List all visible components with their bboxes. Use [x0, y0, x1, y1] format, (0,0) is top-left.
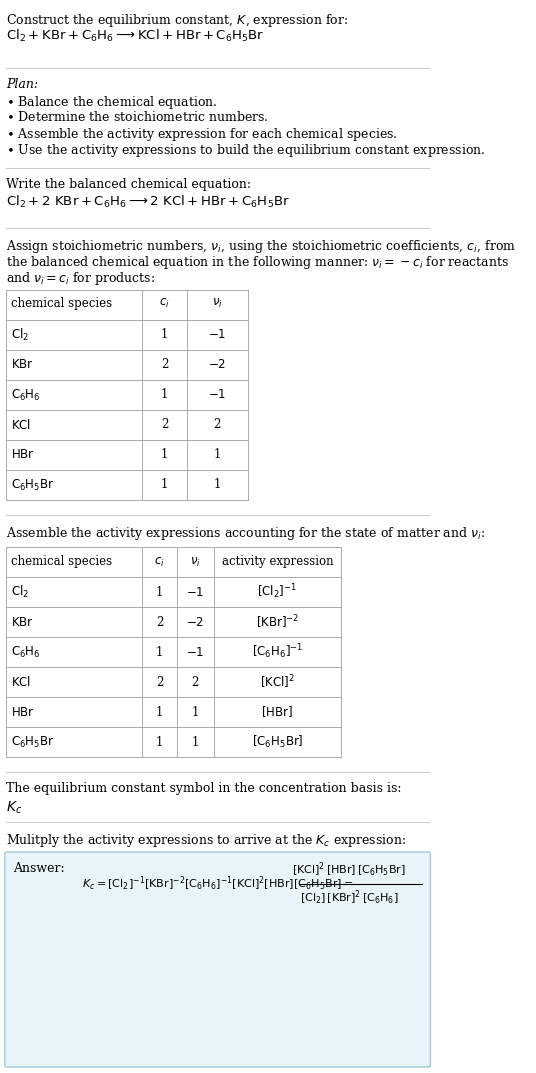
Text: 1: 1	[156, 706, 163, 719]
Text: $\mathrm{Cl_2}$: $\mathrm{Cl_2}$	[11, 327, 28, 343]
Text: $[\mathrm{C_6H_5Br}]$: $[\mathrm{C_6H_5Br}]$	[251, 734, 303, 750]
Text: $c_i$: $c_i$	[154, 556, 165, 569]
Text: $\mathrm{KCl}$: $\mathrm{KCl}$	[11, 675, 31, 689]
Text: $[\mathrm{Cl_2}]^{-1}$: $[\mathrm{Cl_2}]^{-1}$	[257, 583, 297, 601]
Text: activity expression: activity expression	[221, 556, 333, 569]
Text: $-1$: $-1$	[208, 388, 226, 401]
Text: $\mathrm{KBr}$: $\mathrm{KBr}$	[11, 358, 33, 371]
Text: $\mathrm{Cl_2 + KBr + C_6H_6} \longrightarrow \mathrm{KCl + HBr + C_6H_5Br}$: $\mathrm{Cl_2 + KBr + C_6H_6} \longright…	[6, 28, 265, 44]
Text: $\mathrm{C_6H_6}$: $\mathrm{C_6H_6}$	[11, 645, 40, 660]
Text: $[\mathrm{KBr}]^{-2}$: $[\mathrm{KBr}]^{-2}$	[256, 614, 299, 631]
Text: $\nu_i$: $\nu_i$	[190, 556, 200, 569]
Text: $[\mathrm{KCl}]^{2}$: $[\mathrm{KCl}]^{2}$	[260, 673, 295, 691]
Text: $\bullet$ Determine the stoichiometric numbers.: $\bullet$ Determine the stoichiometric n…	[6, 111, 269, 124]
Text: $[\mathrm{C_6H_6}]^{-1}$: $[\mathrm{C_6H_6}]^{-1}$	[252, 643, 303, 661]
Text: 1: 1	[161, 449, 168, 461]
Text: 1: 1	[191, 706, 199, 719]
Text: $\nu_i$: $\nu_i$	[212, 296, 222, 309]
Text: $-2$: $-2$	[208, 358, 226, 371]
Text: $\mathrm{KBr}$: $\mathrm{KBr}$	[11, 616, 33, 629]
Text: $\bullet$ Assemble the activity expression for each chemical species.: $\bullet$ Assemble the activity expressi…	[6, 126, 398, 143]
Text: chemical species: chemical species	[11, 556, 111, 569]
Text: $\mathrm{HBr}$: $\mathrm{HBr}$	[11, 449, 34, 461]
Text: Assign stoichiometric numbers, $\nu_i$, using the stoichiometric coefficients, $: Assign stoichiometric numbers, $\nu_i$, …	[6, 238, 516, 255]
Text: $-2$: $-2$	[186, 616, 204, 629]
Text: $[\mathrm{KCl}]^2\,[\mathrm{HBr}]\,[\mathrm{C_6H_5Br}]$: $[\mathrm{KCl}]^2\,[\mathrm{HBr}]\,[\mat…	[292, 861, 406, 879]
Text: 1: 1	[213, 479, 221, 491]
Text: 2: 2	[161, 418, 168, 431]
Text: $-1$: $-1$	[186, 586, 204, 599]
Text: $[\mathrm{HBr}]$: $[\mathrm{HBr}]$	[262, 705, 293, 720]
Text: the balanced chemical equation in the following manner: $\nu_i = -c_i$ for react: the balanced chemical equation in the fo…	[6, 254, 510, 271]
Text: 2: 2	[156, 676, 163, 689]
Text: 1: 1	[191, 735, 199, 749]
Text: $c_i$: $c_i$	[159, 296, 170, 309]
Text: 1: 1	[213, 449, 221, 461]
Text: $\mathrm{KCl}$: $\mathrm{KCl}$	[11, 418, 31, 432]
Text: $K_c$: $K_c$	[6, 800, 23, 817]
Text: 1: 1	[156, 646, 163, 659]
Text: $\mathrm{HBr}$: $\mathrm{HBr}$	[11, 706, 34, 719]
Text: $\mathrm{C_6H_5Br}$: $\mathrm{C_6H_5Br}$	[11, 477, 54, 493]
Text: $[\mathrm{Cl_2}]\,[\mathrm{KBr}]^2\,[\mathrm{C_6H_6}]$: $[\mathrm{Cl_2}]\,[\mathrm{KBr}]^2\,[\ma…	[300, 888, 399, 907]
FancyBboxPatch shape	[5, 852, 430, 1067]
Text: $\mathrm{Cl_2}$: $\mathrm{Cl_2}$	[11, 584, 28, 600]
Text: Answer:: Answer:	[13, 862, 65, 874]
Text: Assemble the activity expressions accounting for the state of matter and $\nu_i$: Assemble the activity expressions accoun…	[6, 525, 486, 542]
Text: 2: 2	[213, 418, 221, 431]
Text: 1: 1	[161, 388, 168, 401]
Text: 1: 1	[161, 328, 168, 341]
Text: 2: 2	[156, 616, 163, 629]
Text: 2: 2	[161, 358, 168, 371]
Text: Mulitply the activity expressions to arrive at the $K_c$ expression:: Mulitply the activity expressions to arr…	[6, 832, 407, 849]
Text: $-1$: $-1$	[208, 328, 226, 341]
Text: chemical species: chemical species	[11, 296, 111, 309]
Text: 1: 1	[156, 735, 163, 749]
Text: and $\nu_i = c_i$ for products:: and $\nu_i = c_i$ for products:	[6, 270, 155, 286]
Text: $\mathrm{C_6H_6}$: $\mathrm{C_6H_6}$	[11, 387, 40, 402]
Text: The equilibrium constant symbol in the concentration basis is:: The equilibrium constant symbol in the c…	[6, 782, 402, 795]
Text: $-1$: $-1$	[186, 646, 204, 659]
Text: $\mathrm{C_6H_5Br}$: $\mathrm{C_6H_5Br}$	[11, 734, 54, 750]
Text: $\mathrm{Cl_2 + 2\ KBr + C_6H_6} \longrightarrow \mathrm{2\ KCl + HBr + C_6H_5Br: $\mathrm{Cl_2 + 2\ KBr + C_6H_6} \longri…	[6, 194, 291, 210]
Text: $\bullet$ Balance the chemical equation.: $\bullet$ Balance the chemical equation.	[6, 94, 218, 111]
Text: Construct the equilibrium constant, $K$, expression for:: Construct the equilibrium constant, $K$,…	[6, 12, 349, 29]
Text: 2: 2	[191, 676, 199, 689]
Text: 1: 1	[161, 479, 168, 491]
Text: Plan:: Plan:	[6, 78, 39, 91]
Text: $K_c = [\mathrm{Cl_2}]^{-1}[\mathrm{KBr}]^{-2}[\mathrm{C_6H_6}]^{-1}[\mathrm{KCl: $K_c = [\mathrm{Cl_2}]^{-1}[\mathrm{KBr}…	[82, 874, 353, 893]
Text: 1: 1	[156, 586, 163, 599]
Text: $\bullet$ Use the activity expressions to build the equilibrium constant express: $\bullet$ Use the activity expressions t…	[6, 142, 486, 159]
Text: Write the balanced chemical equation:: Write the balanced chemical equation:	[6, 178, 251, 191]
